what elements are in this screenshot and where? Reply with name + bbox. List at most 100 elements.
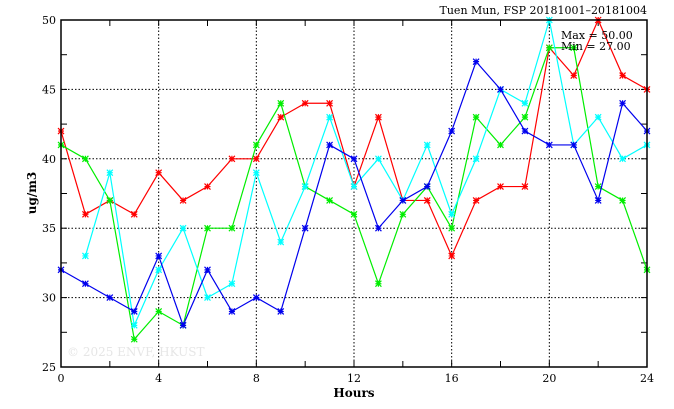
data-point <box>619 72 627 79</box>
data-point <box>545 141 553 149</box>
data-point <box>472 155 480 163</box>
data-point <box>204 183 211 190</box>
data-point <box>277 308 285 315</box>
data-point <box>155 169 163 177</box>
data-point <box>423 183 431 190</box>
y-tick-label: 30 <box>42 292 56 305</box>
x-tick-label: 0 <box>58 372 65 385</box>
chart-title: Tuen Mun, FSP 20181001–20181004 <box>440 4 647 17</box>
data-point <box>472 58 480 66</box>
series-line <box>84 19 648 328</box>
series-day1 <box>57 16 651 260</box>
x-axis-label: Hours <box>333 386 374 400</box>
series-day4 <box>57 58 651 329</box>
data-point <box>155 308 163 315</box>
data-point <box>570 72 578 79</box>
data-point <box>423 141 431 149</box>
y-tick-label: 35 <box>42 222 56 235</box>
y-tick-label: 40 <box>42 153 56 166</box>
data-point <box>448 252 456 260</box>
data-point <box>448 224 456 232</box>
x-tick-label: 16 <box>445 372 459 385</box>
data-point <box>252 294 260 302</box>
data-point <box>228 308 236 315</box>
data-point <box>179 224 187 232</box>
data-point <box>619 155 627 163</box>
data-point <box>374 224 382 232</box>
data-point <box>326 197 334 204</box>
data-point <box>619 197 627 204</box>
data-point <box>399 210 407 218</box>
data-point <box>106 294 114 302</box>
data-point <box>326 99 334 107</box>
y-tick-label: 45 <box>42 83 56 96</box>
data-point <box>472 113 480 121</box>
data-point <box>204 266 211 274</box>
x-tick-label: 24 <box>640 372 654 385</box>
data-point <box>374 280 382 288</box>
data-point <box>448 127 456 135</box>
data-point <box>81 280 89 288</box>
data-point <box>81 210 89 218</box>
data-point <box>81 155 89 163</box>
min-annotation: Min = 27.00 <box>561 40 631 53</box>
data-point <box>594 113 602 121</box>
data-point <box>277 113 285 121</box>
data-point <box>472 197 480 204</box>
data-point <box>228 155 236 163</box>
data-point <box>81 252 89 260</box>
data-point <box>228 224 236 232</box>
data-point <box>277 99 285 107</box>
data-point <box>106 197 114 204</box>
data-point <box>594 197 602 204</box>
data-point <box>374 113 382 121</box>
data-point <box>497 141 504 149</box>
data-point <box>350 210 358 218</box>
data-point <box>326 113 334 121</box>
y-tick-label: 50 <box>42 14 56 27</box>
data-point <box>497 85 504 93</box>
data-point <box>497 183 504 190</box>
data-point <box>106 169 114 177</box>
data-point <box>423 197 431 204</box>
data-point <box>594 183 602 190</box>
data-point <box>521 127 529 135</box>
data-point <box>521 99 529 107</box>
data-point <box>521 113 529 121</box>
x-tick-label: 20 <box>542 372 556 385</box>
data-point <box>130 321 138 329</box>
data-point <box>570 44 578 52</box>
data-point <box>619 99 627 107</box>
data-point <box>301 183 309 190</box>
data-point <box>155 266 163 274</box>
data-point <box>179 321 187 329</box>
data-point <box>204 294 211 302</box>
data-point <box>155 252 163 260</box>
y-tick-label: 25 <box>42 361 56 374</box>
data-point <box>374 155 382 163</box>
max-annotation: Max = 50.00 <box>561 29 633 42</box>
data-point <box>448 210 456 218</box>
data-point <box>301 224 309 232</box>
watermark: © 2025 ENVF, HKUST <box>67 345 205 359</box>
data-point <box>301 99 309 107</box>
data-point <box>204 224 211 232</box>
data-point <box>252 141 260 149</box>
data-point <box>326 141 334 149</box>
x-tick-label: 8 <box>253 372 260 385</box>
y-axis-label: ug/m3 <box>25 172 39 215</box>
data-point <box>350 155 358 163</box>
data-point <box>130 308 138 315</box>
data-point <box>350 183 358 190</box>
data-point <box>252 169 260 177</box>
data-point <box>277 238 285 246</box>
data-point <box>521 183 529 190</box>
data-point <box>130 210 138 218</box>
data-point <box>399 197 407 204</box>
data-point <box>545 44 553 52</box>
data-point <box>570 141 578 149</box>
data-point <box>130 335 138 343</box>
data-point <box>179 197 187 204</box>
x-tick-label: 12 <box>347 372 361 385</box>
